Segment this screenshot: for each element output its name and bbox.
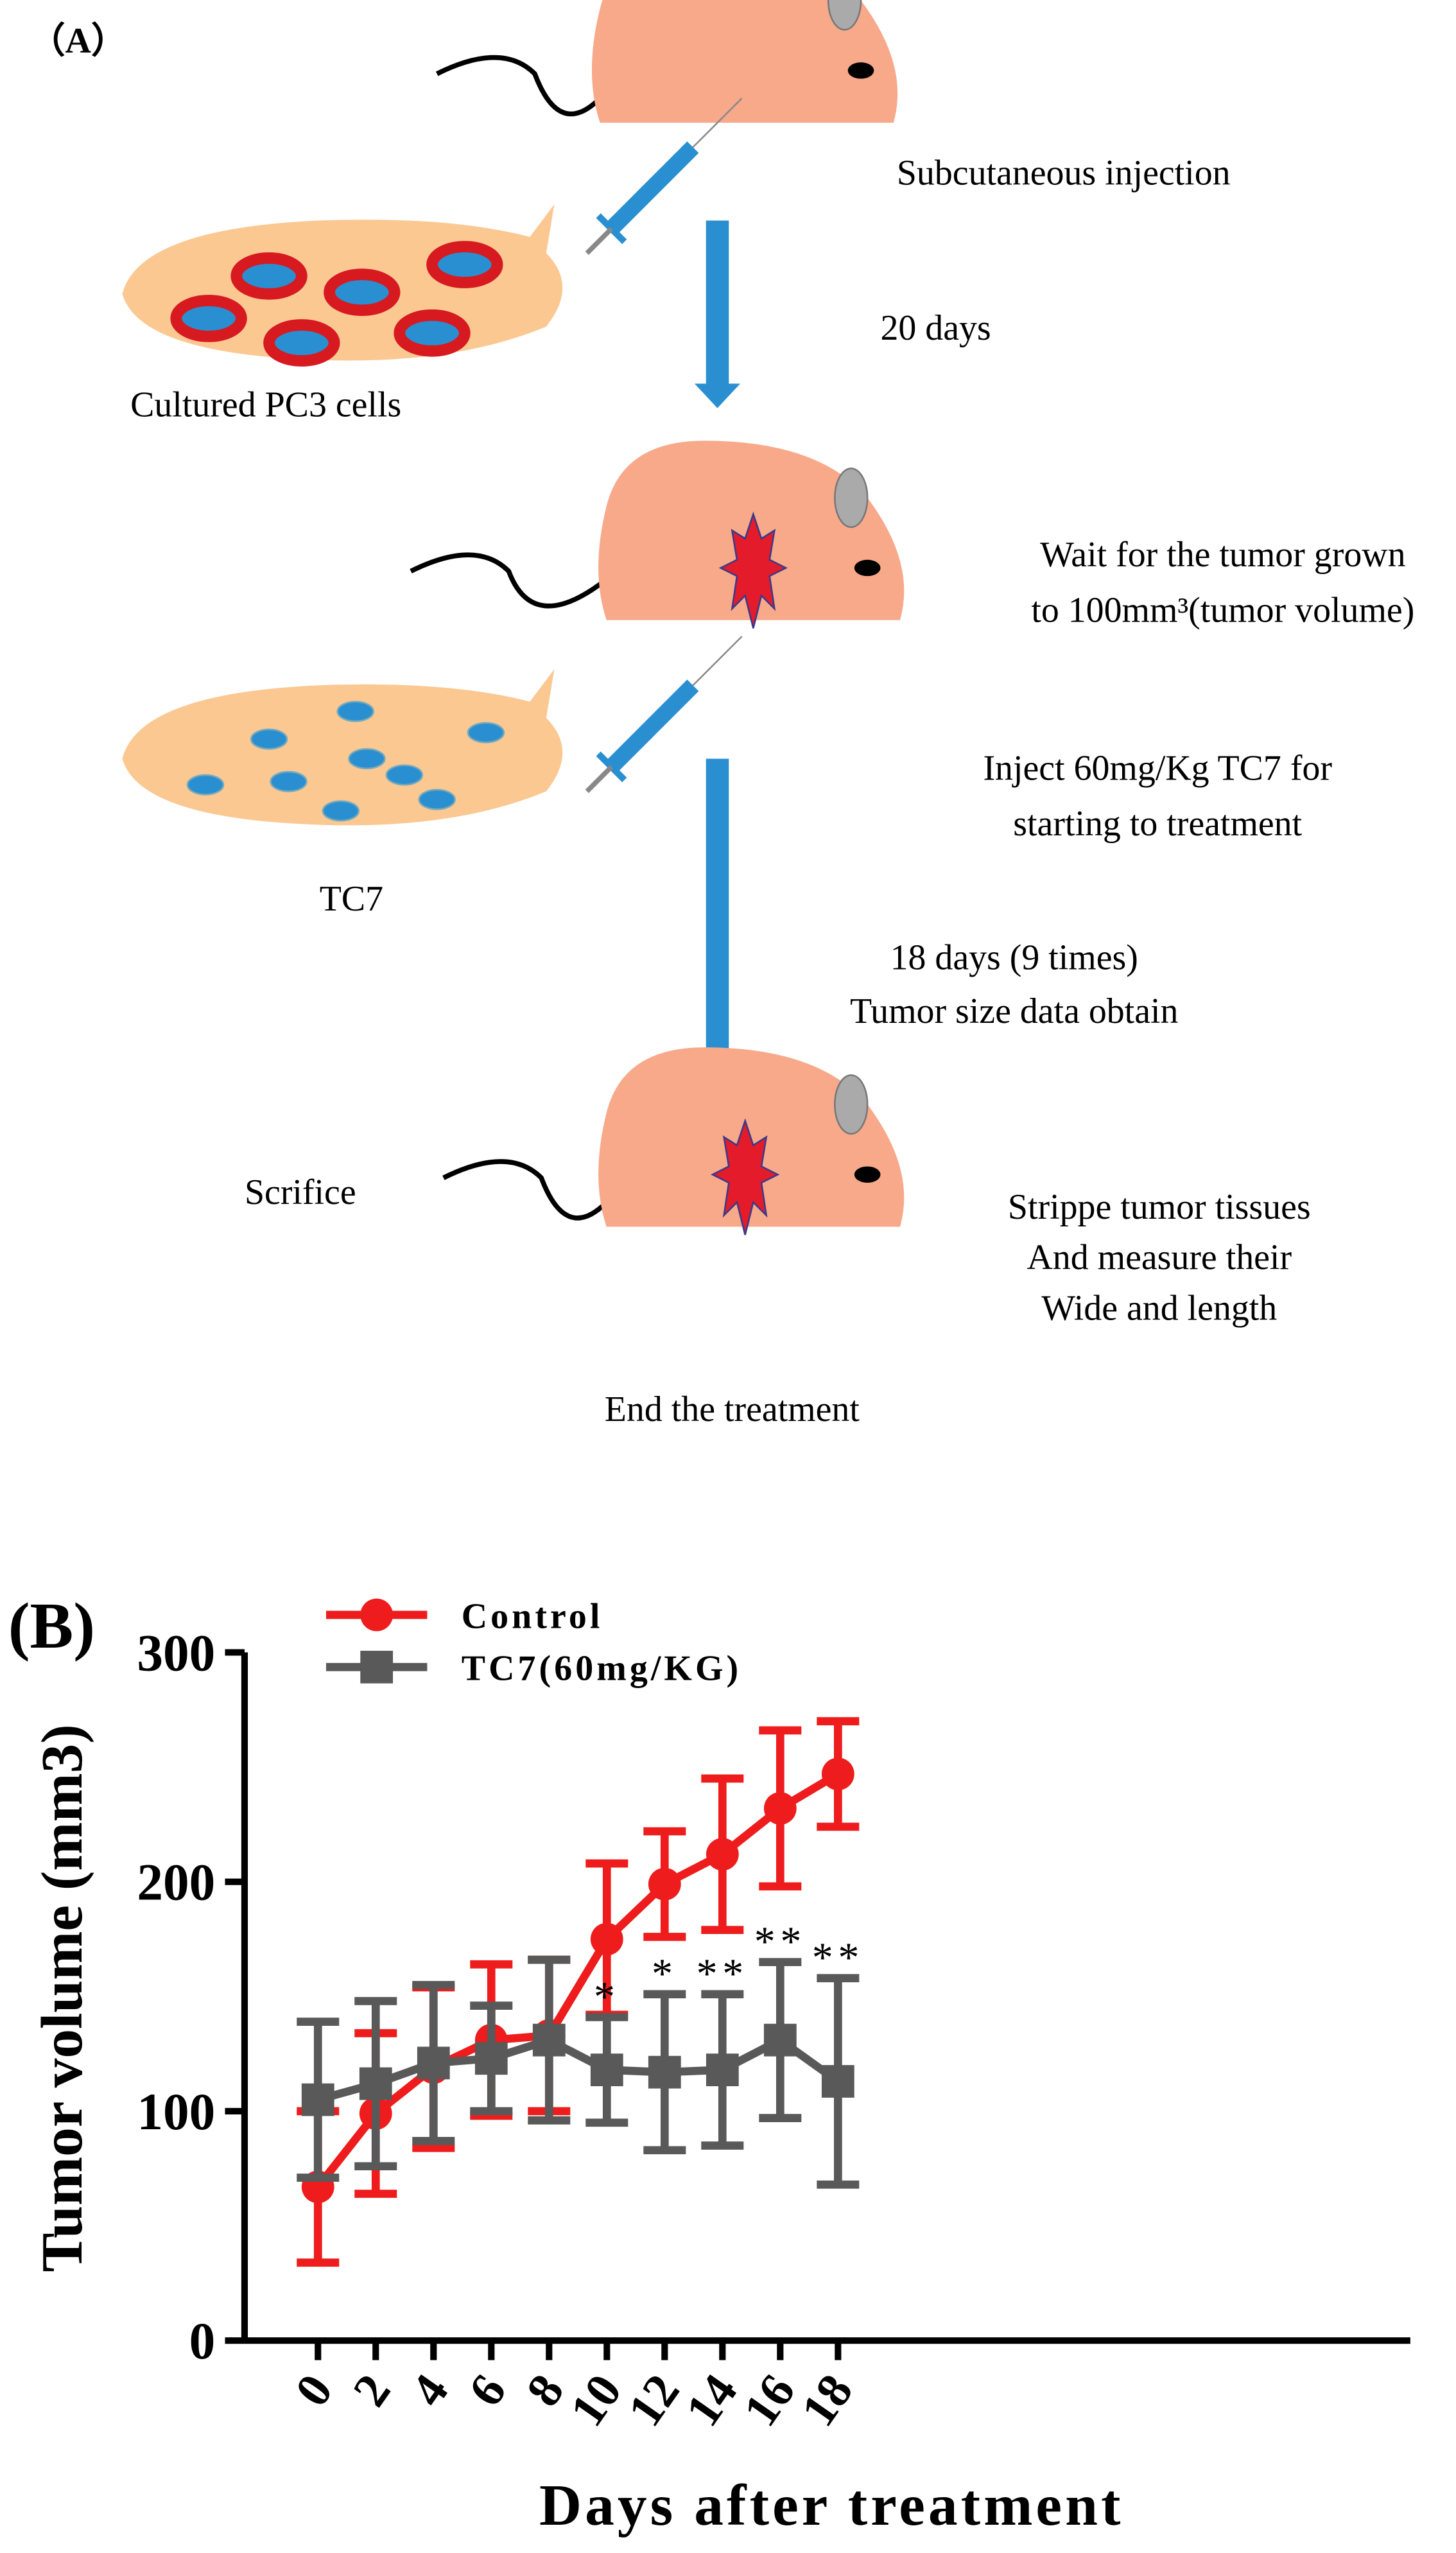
point <box>648 1867 681 1901</box>
significance: ** <box>754 1919 806 1965</box>
diagram-text: Strippe tumor tissues <box>1008 1187 1311 1227</box>
diagram-text: starting to treatment <box>1013 804 1302 844</box>
mouse <box>410 440 905 629</box>
diagram-text: Tumor size data obtain <box>850 991 1179 1031</box>
dish <box>122 668 563 826</box>
legend-marker <box>360 1598 394 1632</box>
point <box>474 2042 508 2075</box>
x-tick-label: 2 <box>343 2365 401 2416</box>
mouse <box>406 0 899 124</box>
series-line <box>315 1770 840 2190</box>
arrow <box>694 758 741 1077</box>
cells <box>170 241 503 367</box>
legend-label: Control <box>462 1596 603 1636</box>
legend-label: TC7(60mg/KG) <box>462 1649 741 1689</box>
diagram-text: Wait for the tumor grown <box>1040 535 1406 575</box>
diagram-text: Inject 60mg/Kg TC7 for <box>983 749 1332 789</box>
diagram-text: TC7 <box>320 879 383 919</box>
point <box>359 2067 392 2100</box>
point <box>590 1922 623 1956</box>
panel-label: (B) <box>8 1589 95 1662</box>
diagram-text: Subcutaneous injection <box>897 153 1231 193</box>
diagram-text: Scrifice <box>245 1172 356 1212</box>
cells <box>186 701 505 822</box>
point <box>706 2053 739 2087</box>
y-axis-label: Tumor volume (mm3) <box>30 1724 94 2272</box>
x-tick-label: 18 <box>791 2365 863 2436</box>
significance: ** <box>697 1951 749 1998</box>
point <box>821 2065 854 2098</box>
chart: (B) Tumor volume (mm3) Days after treatm… <box>8 1589 1410 2538</box>
significance: * <box>594 1973 620 2020</box>
diagram-text: Cultured PC3 cells <box>130 385 401 424</box>
diagram-text: Wide and length <box>1041 1288 1277 1328</box>
point <box>706 1838 739 1871</box>
y-tick-label: 200 <box>137 1854 215 1912</box>
diagram-text: End the treatment <box>605 1390 860 1429</box>
x-tick-label: 0 <box>285 2365 343 2416</box>
diagram-text: 20 days <box>880 308 991 348</box>
significance: ** <box>812 1935 864 1982</box>
y-tick-label: 0 <box>189 2312 216 2370</box>
x-tick-label: 4 <box>401 2365 459 2416</box>
mouse <box>413 1046 905 1235</box>
diagram-text: to 100mm³(tumor volume) <box>1031 590 1414 630</box>
significance: * <box>652 1951 678 1998</box>
diagram-text: 18 days (9 times) <box>890 937 1138 977</box>
point <box>532 2023 566 2057</box>
x-axis-label: Days after treatment <box>539 2473 1124 2538</box>
point <box>417 2046 450 2080</box>
arrow <box>694 220 741 408</box>
point <box>648 2055 681 2089</box>
diagram-text: And measure their <box>1027 1238 1292 1278</box>
point <box>301 2083 334 2116</box>
x-tick-label: 6 <box>458 2365 517 2416</box>
point <box>763 1791 797 1825</box>
series-line <box>316 2035 841 2104</box>
legend-marker <box>360 1650 394 1684</box>
point <box>821 1757 854 1791</box>
y-tick-label: 300 <box>137 1624 215 1682</box>
diagram: （A） Subcutaneous injection 20 days Cultu… <box>30 0 1414 1429</box>
y-tick-label: 100 <box>137 2083 215 2141</box>
point <box>590 2053 623 2087</box>
point <box>763 2023 797 2057</box>
panel-label: （A） <box>30 21 127 61</box>
